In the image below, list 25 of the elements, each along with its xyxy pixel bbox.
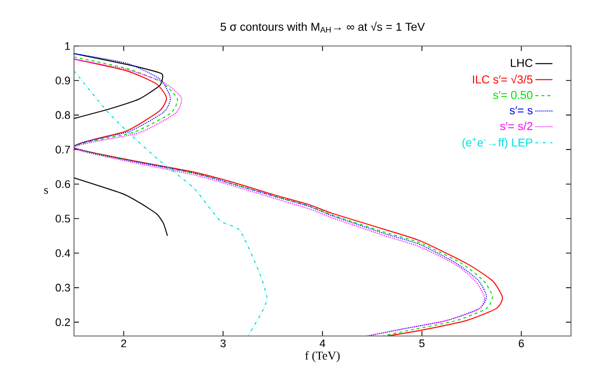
y-tick-label: 0.7: [56, 146, 70, 154]
legend-label: (e$^{+}$e$^{-}$→ff) LEP: [462, 137, 532, 149]
y-tick-label: 0.2: [56, 318, 70, 326]
x-tick-label: 2: [121, 340, 126, 348]
y-axis-title: s: [44, 188, 48, 194]
y-tick-label: 0.5: [56, 214, 70, 222]
line-series: [74, 70, 268, 336]
x-tick-label: 4: [320, 340, 326, 348]
x-axis-title: f (TeV): [305, 351, 340, 362]
x-tick-label: 6: [518, 340, 524, 348]
y-tick-label: 0.3: [56, 284, 70, 292]
line-series: [74, 177, 168, 236]
legend-label: ILC s′= √3/5: [472, 74, 532, 84]
legend-label: s′= s/2: [500, 122, 532, 130]
legend-label: s′= 0.50: [493, 90, 532, 99]
x-tick-label: 5: [419, 340, 424, 348]
y-tick-label: 0.8: [56, 111, 70, 119]
y-tick-label: 1: [65, 42, 70, 50]
legend-label: s′= s: [510, 106, 532, 114]
y-tick-label: 0.9: [56, 76, 70, 84]
y-tick-label: 0.6: [56, 180, 70, 188]
chart-title: 5 σ contours with M$_{AH}$→ ∞ at √s = 1 TeV: [220, 22, 425, 33]
legend-label: LHC: [510, 58, 532, 67]
x-tick-label: 3: [220, 340, 226, 348]
y-tick-label: 0.4: [56, 249, 70, 258]
